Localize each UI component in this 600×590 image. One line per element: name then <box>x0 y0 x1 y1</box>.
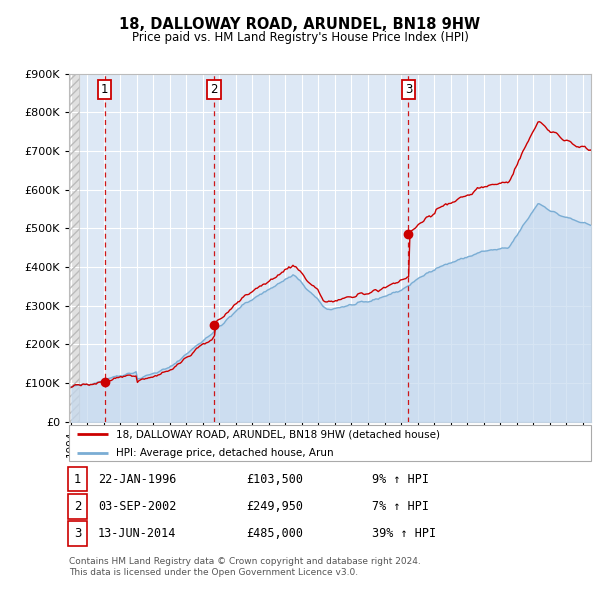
Text: 9% ↑ HPI: 9% ↑ HPI <box>372 473 429 486</box>
Text: 39% ↑ HPI: 39% ↑ HPI <box>372 527 436 540</box>
Text: HPI: Average price, detached house, Arun: HPI: Average price, detached house, Arun <box>116 448 334 458</box>
Text: £249,950: £249,950 <box>246 500 303 513</box>
Text: 18, DALLOWAY ROAD, ARUNDEL, BN18 9HW: 18, DALLOWAY ROAD, ARUNDEL, BN18 9HW <box>119 17 481 31</box>
Text: 3: 3 <box>74 527 81 540</box>
Bar <box>69 74 79 422</box>
Text: 1: 1 <box>74 473 81 486</box>
Text: Price paid vs. HM Land Registry's House Price Index (HPI): Price paid vs. HM Land Registry's House … <box>131 31 469 44</box>
Text: 13-JUN-2014: 13-JUN-2014 <box>98 527 176 540</box>
Text: 18, DALLOWAY ROAD, ARUNDEL, BN18 9HW (detached house): 18, DALLOWAY ROAD, ARUNDEL, BN18 9HW (de… <box>116 430 440 440</box>
Text: This data is licensed under the Open Government Licence v3.0.: This data is licensed under the Open Gov… <box>69 568 358 577</box>
Text: 2: 2 <box>210 83 218 96</box>
Text: 3: 3 <box>405 83 412 96</box>
Text: £103,500: £103,500 <box>246 473 303 486</box>
Text: £485,000: £485,000 <box>246 527 303 540</box>
Text: 2: 2 <box>74 500 81 513</box>
Text: 03-SEP-2002: 03-SEP-2002 <box>98 500 176 513</box>
Text: 22-JAN-1996: 22-JAN-1996 <box>98 473 176 486</box>
Text: 7% ↑ HPI: 7% ↑ HPI <box>372 500 429 513</box>
Text: Contains HM Land Registry data © Crown copyright and database right 2024.: Contains HM Land Registry data © Crown c… <box>69 558 421 566</box>
Bar <box>69 74 79 422</box>
Text: 1: 1 <box>101 83 109 96</box>
